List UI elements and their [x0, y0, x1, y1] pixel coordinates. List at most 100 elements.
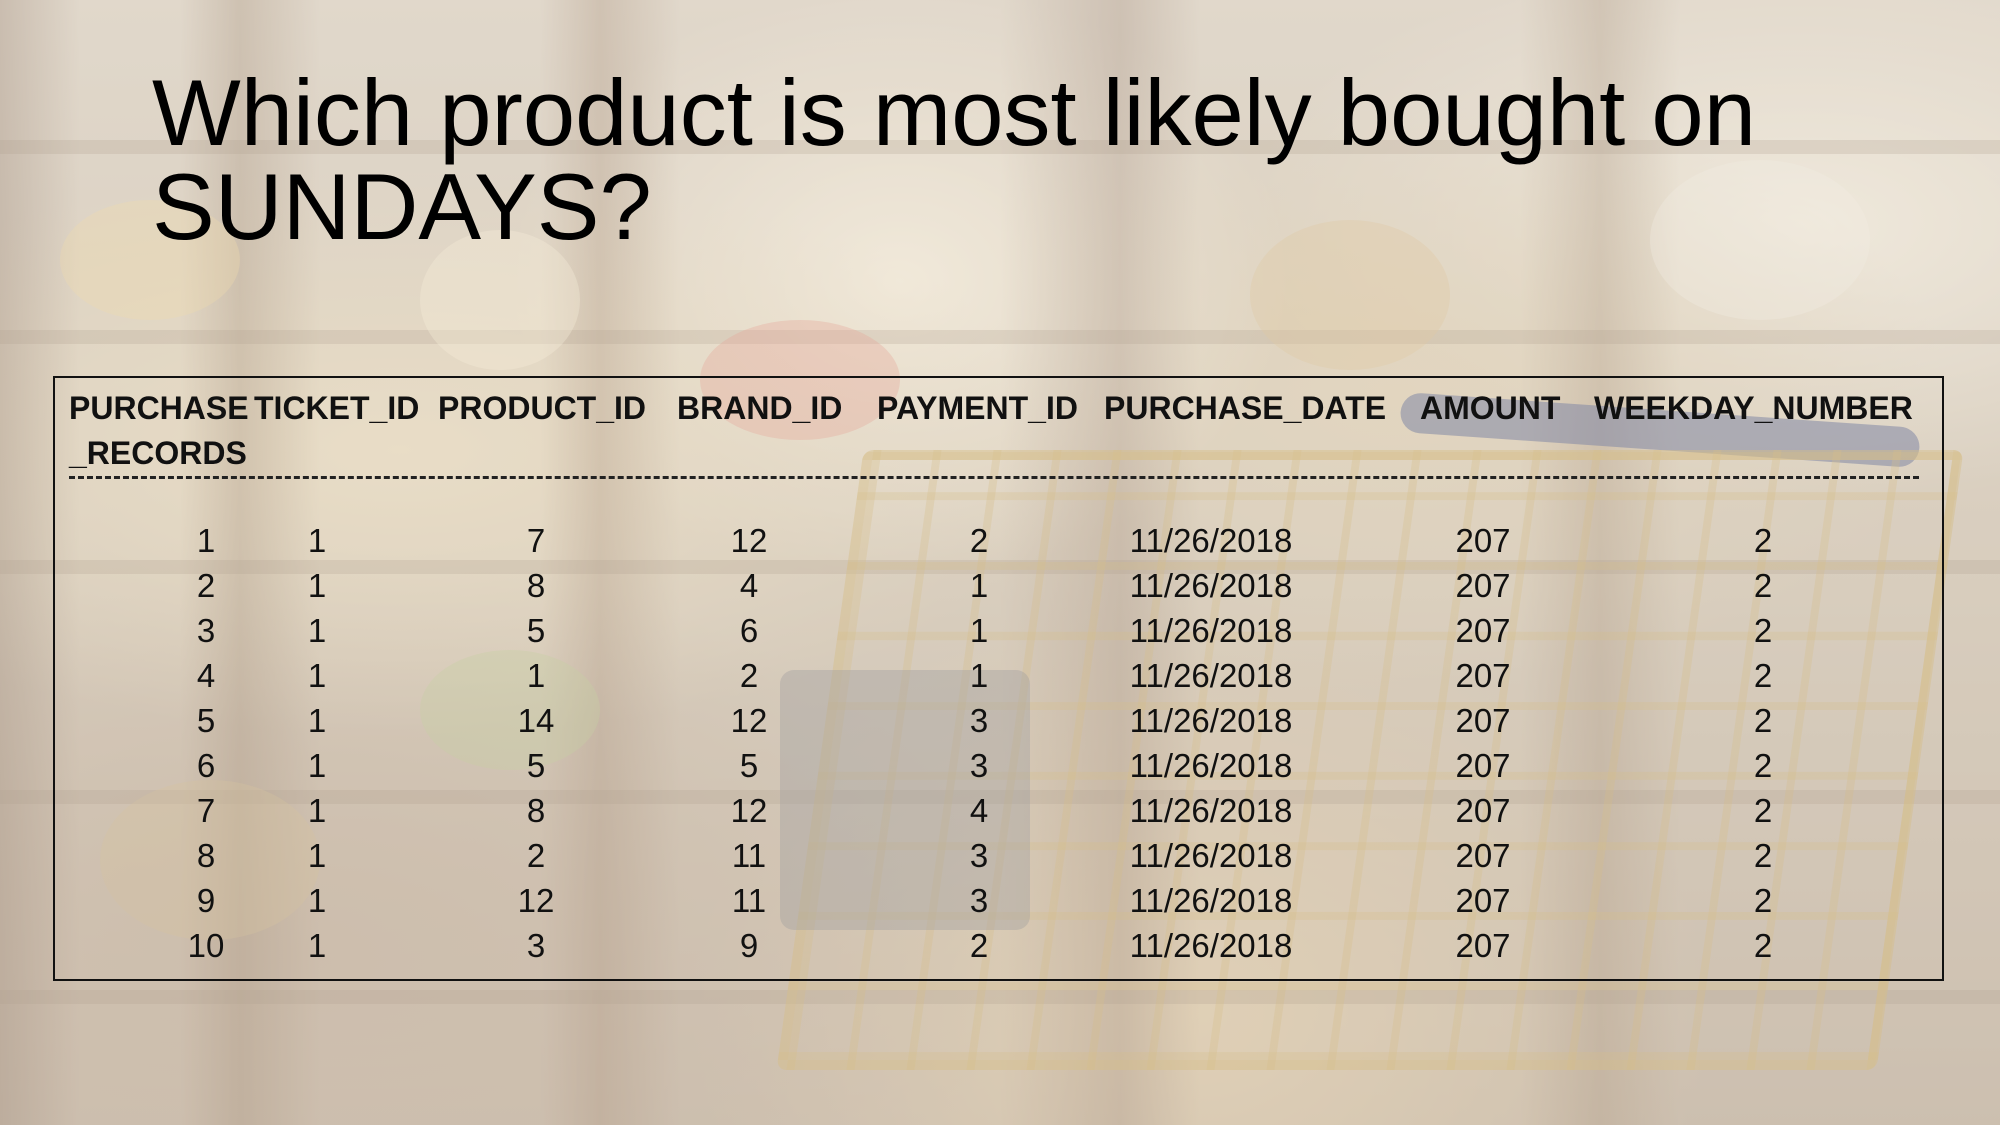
cell-payment-id: 1 — [969, 657, 989, 694]
cell-payment-id: 2 — [969, 522, 989, 559]
shelf-band — [0, 990, 2000, 1004]
cart-seat-shape — [780, 670, 1030, 930]
cell-weekday-number: 2 — [1753, 882, 1773, 919]
cell-brand-id: 5 — [739, 747, 759, 784]
slide-title-line-2: SUNDAYS? — [152, 154, 652, 259]
header-purchase-date: PURCHASE_DATE — [1104, 390, 1387, 426]
table-row: 1 1 7 12 2 11/26/2018 207 2 — [55, 518, 1942, 563]
product-blur — [420, 650, 600, 770]
cell-purchase-records: 1 — [196, 522, 216, 559]
cell-purchase-date: 11/26/2018 — [1129, 567, 1293, 604]
cell-amount: 207 — [1455, 747, 1511, 784]
cell-purchase-records: 9 — [196, 882, 216, 919]
product-blur — [100, 780, 320, 940]
cell-purchase-date: 11/26/2018 — [1129, 882, 1293, 919]
cell-brand-id: 12 — [730, 522, 768, 559]
cell-brand-id: 6 — [739, 612, 759, 649]
table-row: 2 1 8 4 1 11/26/2018 207 2 — [55, 563, 1942, 608]
cell-ticket-id: 1 — [307, 522, 327, 559]
cell-purchase-date: 11/26/2018 — [1129, 612, 1293, 649]
cell-amount: 207 — [1455, 522, 1511, 559]
cell-purchase-records: 4 — [196, 657, 216, 694]
slide-title: Which product is most likely bought on S… — [152, 66, 1952, 254]
header-brand-id: BRAND_ID — [677, 390, 843, 426]
cell-weekday-number: 2 — [1753, 927, 1773, 964]
cell-amount: 207 — [1455, 657, 1511, 694]
cell-ticket-id: 1 — [307, 792, 327, 829]
cell-product-id: 5 — [526, 612, 546, 649]
cell-amount: 207 — [1455, 567, 1511, 604]
shelf-band — [0, 790, 2000, 804]
table-row: 4 1 1 2 1 11/26/2018 207 2 — [55, 653, 1942, 698]
cell-purchase-records: 7 — [196, 792, 216, 829]
cell-brand-id: 4 — [739, 567, 759, 604]
shelf-band — [0, 330, 2000, 344]
cell-ticket-id: 1 — [307, 837, 327, 874]
cell-purchase-records: 10 — [187, 927, 225, 964]
cell-weekday-number: 2 — [1753, 702, 1773, 739]
cell-purchase-date: 11/26/2018 — [1129, 702, 1293, 739]
table-row: 9 1 12 11 3 11/26/2018 207 2 — [55, 878, 1942, 923]
cell-payment-id: 3 — [969, 747, 989, 784]
header-divider-dashes — [69, 476, 1919, 479]
slide-title-line-1: Which product is most likely bought on — [152, 60, 1756, 165]
product-blur — [1250, 220, 1450, 370]
cell-payment-id: 3 — [969, 837, 989, 874]
cell-payment-id: 1 — [969, 612, 989, 649]
cell-product-id: 14 — [517, 702, 555, 739]
cell-weekday-number: 2 — [1753, 747, 1773, 784]
table-row: 5 1 14 12 3 11/26/2018 207 2 — [55, 698, 1942, 743]
cell-amount: 207 — [1455, 792, 1511, 829]
header-product-id: PRODUCT_ID — [438, 390, 647, 426]
cell-weekday-number: 2 — [1753, 657, 1773, 694]
cell-payment-id: 4 — [969, 792, 989, 829]
cell-purchase-date: 11/26/2018 — [1129, 657, 1293, 694]
cell-ticket-id: 1 — [307, 567, 327, 604]
cell-weekday-number: 2 — [1753, 522, 1773, 559]
cell-payment-id: 1 — [969, 567, 989, 604]
cell-purchase-date: 11/26/2018 — [1129, 837, 1293, 874]
cell-product-id: 8 — [526, 792, 546, 829]
product-blur — [1650, 160, 1870, 320]
cell-product-id: 7 — [526, 522, 546, 559]
header-amount: AMOUNT — [1420, 390, 1561, 426]
cell-product-id: 2 — [526, 837, 546, 874]
table-row: 7 1 8 12 4 11/26/2018 207 2 — [55, 788, 1942, 833]
cell-weekday-number: 2 — [1753, 837, 1773, 874]
table-row: 8 1 2 11 3 11/26/2018 207 2 — [55, 833, 1942, 878]
cell-purchase-records: 8 — [196, 837, 216, 874]
table-row: 10 1 3 9 2 11/26/2018 207 2 — [55, 923, 1942, 968]
cell-amount: 207 — [1455, 882, 1511, 919]
shelf-band — [0, 140, 2000, 154]
cell-ticket-id: 1 — [307, 747, 327, 784]
cell-weekday-number: 2 — [1753, 567, 1773, 604]
cell-product-id: 12 — [517, 882, 555, 919]
shelf-band — [0, 560, 2000, 574]
cell-purchase-records: 2 — [196, 567, 216, 604]
cell-purchase-date: 11/26/2018 — [1129, 747, 1293, 784]
cell-ticket-id: 1 — [307, 612, 327, 649]
header-payment-id: PAYMENT_ID — [877, 390, 1078, 426]
header-purchase-records-line-1: PURCHASE — [69, 390, 249, 426]
header-ticket-id: TICKET_ID — [254, 390, 420, 426]
cell-brand-id: 9 — [739, 927, 759, 964]
cell-brand-id: 12 — [730, 792, 768, 829]
cell-ticket-id: 1 — [307, 702, 327, 739]
table-row: 6 1 5 5 3 11/26/2018 207 2 — [55, 743, 1942, 788]
cell-payment-id: 3 — [969, 882, 989, 919]
cell-product-id: 3 — [526, 927, 546, 964]
cell-amount: 207 — [1455, 702, 1511, 739]
cell-purchase-date: 11/26/2018 — [1129, 792, 1293, 829]
cell-payment-id: 3 — [969, 702, 989, 739]
cell-payment-id: 2 — [969, 927, 989, 964]
header-weekday-number: WEEKDAY_NUMBER — [1594, 390, 1913, 426]
table-row: 3 1 5 6 1 11/26/2018 207 2 — [55, 608, 1942, 653]
cell-purchase-records: 3 — [196, 612, 216, 649]
cell-ticket-id: 1 — [307, 927, 327, 964]
cell-amount: 207 — [1455, 612, 1511, 649]
cell-purchase-date: 11/26/2018 — [1129, 927, 1293, 964]
product-blur — [60, 200, 240, 320]
product-blur — [420, 230, 580, 370]
